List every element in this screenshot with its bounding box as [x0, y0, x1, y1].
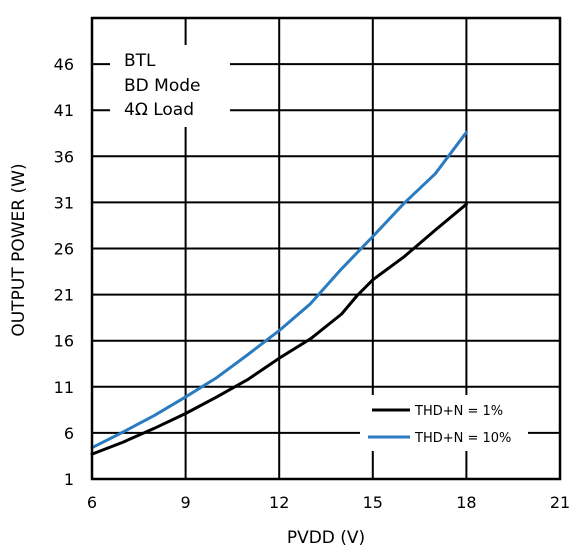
y-tick-label: 11	[54, 378, 74, 397]
legend-label-1: THD+N = 1%	[414, 404, 503, 419]
x-tick-label: 21	[550, 493, 570, 512]
legend: THD+N = 1% THD+N = 10%	[368, 404, 511, 446]
x-tick-label: 12	[269, 493, 289, 512]
y-tick-label: 31	[54, 193, 74, 212]
series-line-1	[90, 202, 468, 456]
y-tick-label: 1	[64, 470, 74, 489]
y-tick-label: 6	[64, 424, 74, 443]
y-tick-label: 16	[54, 332, 74, 351]
annotation-background	[110, 45, 230, 127]
series-lines	[90, 130, 468, 456]
y-tick-label: 36	[54, 147, 74, 166]
series-line-2	[90, 130, 468, 450]
annotation-line-2: BD Mode	[124, 76, 200, 96]
y-tick-label: 26	[54, 240, 74, 259]
y-tick-label: 41	[54, 101, 74, 120]
x-tick-label: 15	[363, 493, 383, 512]
x-tick-label: 6	[87, 493, 97, 512]
legend-background	[360, 395, 528, 451]
y-tick-label: 46	[54, 55, 74, 74]
x-tick-label: 9	[181, 493, 191, 512]
annotation-line-3: 4Ω Load	[124, 100, 194, 120]
legend-label-2: THD+N = 10%	[414, 431, 511, 446]
annotation-line-1: BTL	[124, 51, 156, 71]
x-tick-label: 18	[456, 493, 476, 512]
x-axis-title: PVDD (V)	[287, 528, 365, 548]
plot-frame	[90, 16, 562, 481]
y-axis-title: OUTPUT POWER (W)	[9, 163, 29, 336]
y-tick-label: 21	[54, 286, 74, 305]
